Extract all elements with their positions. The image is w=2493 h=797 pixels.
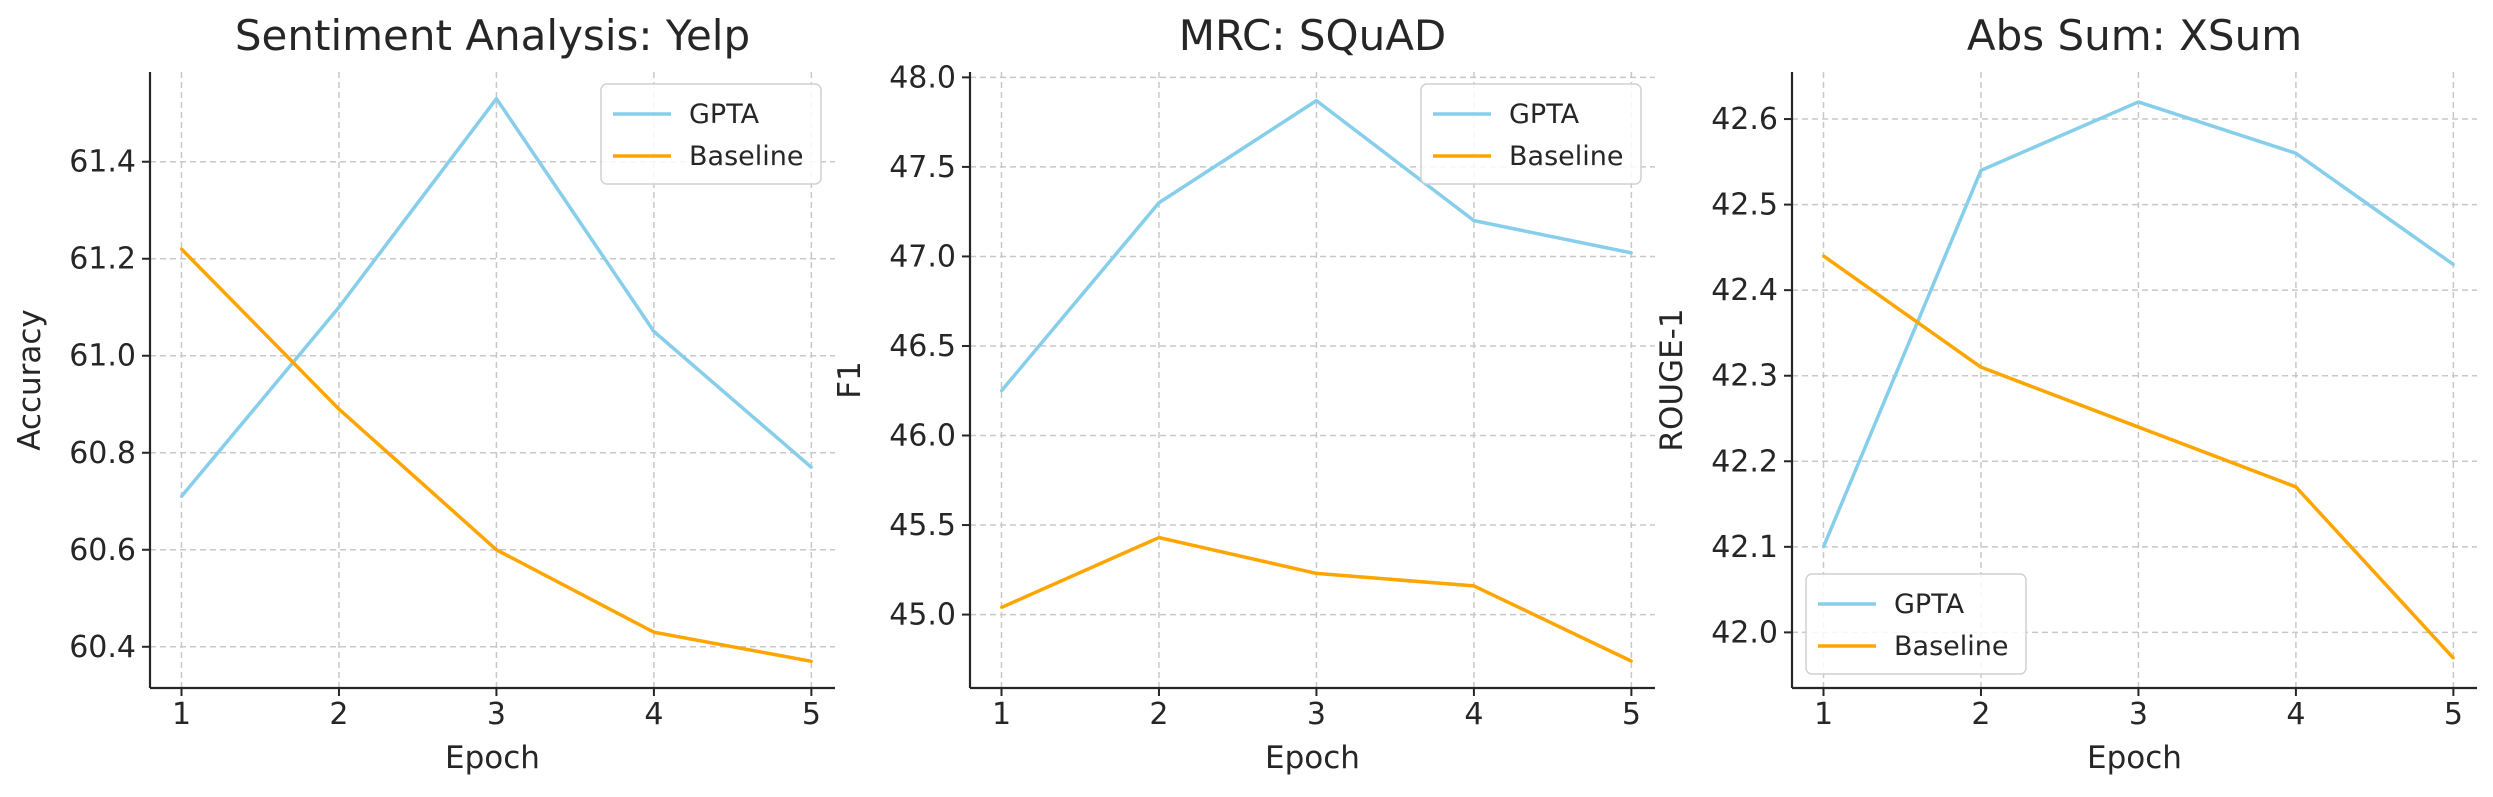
y-tick-label: 45.0 bbox=[889, 598, 956, 633]
x-tick-label: 4 bbox=[644, 697, 663, 732]
y-tick-label: 61.4 bbox=[69, 145, 136, 180]
x-axis-label: Epoch bbox=[2087, 740, 2182, 776]
x-tick-label: 3 bbox=[487, 697, 506, 732]
y-tick-label: 46.5 bbox=[889, 329, 956, 364]
data-point-baseline bbox=[1472, 584, 1476, 588]
data-point-baseline bbox=[337, 407, 341, 411]
y-tick-label: 61.0 bbox=[69, 339, 136, 374]
legend-label-gpta: GPTA bbox=[689, 99, 760, 130]
data-point-gpta bbox=[1472, 219, 1476, 223]
data-point-baseline bbox=[652, 630, 656, 634]
data-point-gpta bbox=[2136, 100, 2140, 104]
x-tick-label: 3 bbox=[1307, 697, 1326, 732]
data-point-baseline bbox=[1157, 536, 1161, 540]
x-tick-label: 1 bbox=[1814, 697, 1833, 732]
chart-title: Abs Sum: XSum bbox=[1967, 11, 2302, 60]
chart-panel-1: 1 2 3 4 5 60.4 60.6 60.8 61.0 61.2 61.4 Sentiment A… bbox=[12, 11, 835, 776]
data-point-baseline bbox=[2294, 485, 2298, 489]
data-point-gpta bbox=[1157, 201, 1161, 205]
legend-label-baseline: Baseline bbox=[1894, 631, 2008, 662]
data-point-baseline bbox=[1821, 254, 1825, 258]
data-point-baseline bbox=[1979, 365, 1983, 369]
data-point-gpta bbox=[1979, 168, 1983, 172]
x-axis-label: Epoch bbox=[1265, 740, 1360, 776]
y-axis-label: ROUGE-1 bbox=[1654, 308, 1690, 451]
y-tick-label: 42.0 bbox=[1711, 615, 1778, 650]
y-tick-label: 42.6 bbox=[1711, 102, 1778, 137]
data-point-baseline bbox=[179, 247, 183, 251]
data-point-baseline bbox=[2136, 425, 2140, 429]
legend-box bbox=[1420, 83, 1642, 185]
y-tick-label: 60.8 bbox=[69, 436, 136, 471]
data-point-baseline bbox=[809, 659, 813, 663]
x-tick-label: 1 bbox=[172, 697, 191, 732]
y-axis-label: Accuracy bbox=[12, 309, 48, 451]
y-tick-label: 45.5 bbox=[889, 508, 956, 543]
data-point-baseline bbox=[2451, 656, 2455, 660]
data-point-gpta bbox=[2294, 151, 2298, 155]
y-tick-label: 42.4 bbox=[1711, 273, 1778, 308]
legend-label-baseline: Baseline bbox=[689, 141, 803, 172]
y-tick-label: 47.5 bbox=[889, 150, 956, 185]
x-tick-label: 5 bbox=[802, 697, 821, 732]
chart-panel-3: 1 2 3 4 5 42.0 42.1 42.2 42.3 42.4 42.5 42.6 Abs Sum… bbox=[1654, 11, 2477, 776]
x-tick-label: 2 bbox=[1149, 697, 1168, 732]
data-point-baseline bbox=[494, 548, 498, 552]
y-tick-label: 42.5 bbox=[1711, 188, 1778, 223]
chart-title: MRC: SQuAD bbox=[1179, 11, 1447, 60]
y-tick-label: 60.6 bbox=[69, 533, 136, 568]
y-tick-label: 42.3 bbox=[1711, 359, 1778, 394]
y-tick-label: 47.0 bbox=[889, 239, 956, 274]
legend: GPTA Baseline bbox=[600, 83, 822, 185]
chart-panel-2: 1 2 3 4 5 45.0 45.5 46.0 46.5 47.0 47.5 48.0 MRC: SQ… bbox=[832, 11, 1655, 776]
legend: GPTA Baseline bbox=[1805, 573, 2027, 675]
x-tick-label: 5 bbox=[2444, 697, 2463, 732]
y-tick-label: 42.1 bbox=[1711, 530, 1778, 565]
y-tick-label: 48.0 bbox=[889, 60, 956, 95]
legend-box bbox=[600, 83, 822, 185]
y-tick-label: 60.4 bbox=[69, 630, 136, 665]
data-point-gpta bbox=[179, 494, 183, 498]
legend-label-gpta: GPTA bbox=[1894, 589, 1965, 620]
x-tick-label: 5 bbox=[1622, 697, 1641, 732]
legend-box bbox=[1805, 573, 2027, 675]
legend: GPTA Baseline bbox=[1420, 83, 1642, 185]
data-point-gpta bbox=[652, 329, 656, 333]
data-point-gpta bbox=[999, 389, 1003, 393]
x-tick-label: 2 bbox=[329, 697, 348, 732]
y-tick-label: 46.0 bbox=[889, 419, 956, 454]
data-point-gpta bbox=[494, 97, 498, 101]
x-axis-label: Epoch bbox=[445, 740, 540, 776]
data-point-gpta bbox=[2451, 263, 2455, 266]
x-tick-label: 1 bbox=[992, 697, 1011, 732]
data-point-gpta bbox=[337, 305, 341, 309]
data-point-baseline bbox=[999, 605, 1003, 609]
data-point-baseline bbox=[1314, 571, 1318, 575]
x-tick-label: 2 bbox=[1971, 697, 1990, 732]
y-tick-label: 42.2 bbox=[1711, 444, 1778, 479]
legend-label-baseline: Baseline bbox=[1509, 141, 1623, 172]
data-point-gpta bbox=[809, 465, 813, 469]
chart-title: Sentiment Analysis: Yelp bbox=[235, 11, 750, 60]
data-point-gpta bbox=[1629, 251, 1633, 255]
x-tick-label: 4 bbox=[1464, 697, 1483, 732]
data-point-gpta bbox=[1314, 99, 1318, 103]
data-point-gpta bbox=[1821, 545, 1825, 549]
y-tick-label: 61.2 bbox=[69, 242, 136, 277]
x-tick-label: 3 bbox=[2129, 697, 2148, 732]
x-tick-label: 4 bbox=[2286, 697, 2305, 732]
data-point-baseline bbox=[1629, 659, 1633, 663]
legend-label-gpta: GPTA bbox=[1509, 99, 1580, 130]
y-axis-label: F1 bbox=[832, 361, 868, 399]
